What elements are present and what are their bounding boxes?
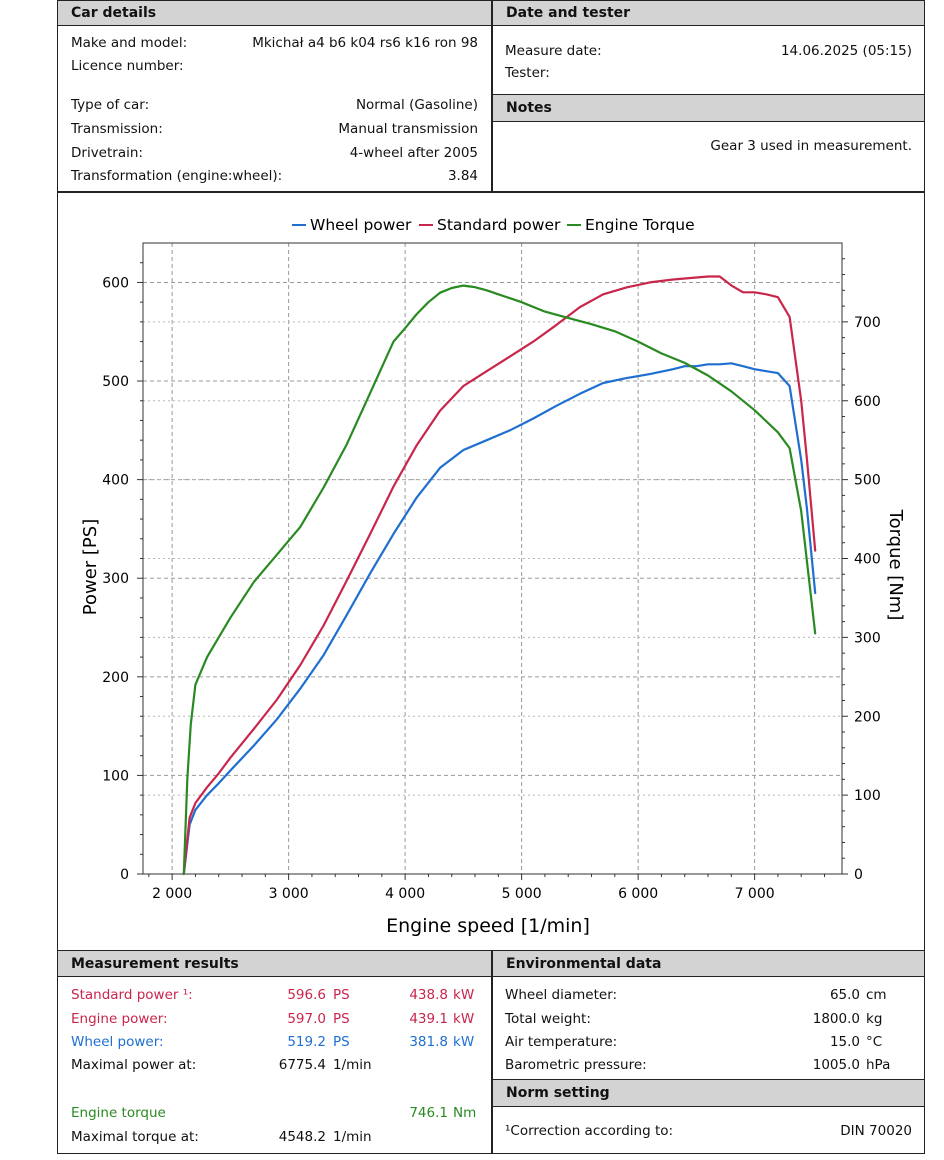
type-label: Type of car: bbox=[71, 97, 150, 113]
norm-header: Norm setting bbox=[493, 1080, 924, 1107]
drivetrain-value: 4-wheel after 2005 bbox=[349, 145, 478, 161]
x-axis-label: Engine speed [1/min] bbox=[386, 915, 590, 937]
y2-tick-label: 100 bbox=[854, 788, 881, 804]
y2-tick-label: 700 bbox=[854, 315, 881, 331]
y2-tick-label: 300 bbox=[854, 630, 881, 646]
wheel-diameter-value: 65.0 bbox=[829, 987, 860, 1003]
y-tick-label: 300 bbox=[102, 571, 129, 587]
y2-tick-label: 0 bbox=[854, 867, 863, 883]
engine-power-kw: 439.1 bbox=[409, 1011, 448, 1027]
x-tick-label: 2 000 bbox=[152, 886, 192, 902]
drivetrain-label: Drivetrain: bbox=[71, 145, 143, 161]
notes-top-line bbox=[492, 94, 925, 96]
x-tick-label: 3 000 bbox=[269, 886, 309, 902]
engine-power-ps: 597.0 bbox=[287, 1011, 326, 1027]
y-axis-label: Power [PS] bbox=[80, 519, 101, 615]
y2-tick-label: 400 bbox=[854, 552, 881, 568]
y2-tick-label: 200 bbox=[854, 709, 881, 725]
engine-torque-label: Engine torque bbox=[71, 1105, 166, 1121]
y-tick-label: 200 bbox=[102, 670, 129, 686]
wheel-power-kw-unit: kW bbox=[453, 1034, 475, 1050]
notes-text: Gear 3 used in measurement. bbox=[710, 138, 912, 154]
norm-top-line bbox=[492, 1079, 925, 1081]
plot-area-border bbox=[142, 242, 843, 875]
air-temperature-label: Air temperature: bbox=[505, 1034, 618, 1050]
make-value: Mkichał a4 b6 k04 rs6 k16 ron 98 bbox=[252, 35, 478, 51]
tester-label: Tester: bbox=[505, 65, 550, 81]
wheel-diameter-label: Wheel diameter: bbox=[505, 987, 618, 1003]
legend-label-standard: Standard power bbox=[437, 216, 561, 234]
date-tester-header: Date and tester bbox=[493, 1, 924, 26]
standard-power-ps-unit: PS bbox=[333, 987, 350, 1003]
transmission-value: Manual transmission bbox=[338, 121, 478, 137]
wheel-diameter-unit: cm bbox=[866, 987, 887, 1003]
wheel-power-line bbox=[182, 362, 817, 876]
max-power-value: 6775.4 bbox=[278, 1057, 326, 1073]
engine-torque-value: 746.1 bbox=[409, 1105, 448, 1121]
max-torque-value: 4548.2 bbox=[278, 1129, 326, 1145]
y2-tick-label: 500 bbox=[854, 473, 881, 489]
max-torque-unit: 1/min bbox=[333, 1129, 372, 1145]
legend-label-torque: Engine Torque bbox=[585, 216, 695, 234]
total-weight-unit: kg bbox=[866, 1011, 883, 1027]
max-power-label: Maximal power at: bbox=[71, 1057, 197, 1073]
y-tick-label: 100 bbox=[102, 768, 129, 784]
barometric-pressure-unit: hPa bbox=[866, 1057, 891, 1073]
engine-power-kw-unit: kW bbox=[453, 1011, 475, 1027]
y2-axis-label: Torque [Nm] bbox=[885, 509, 906, 621]
notes-header: Notes bbox=[493, 95, 924, 122]
environment-header: Environmental data bbox=[493, 951, 924, 977]
make-label: Make and model: bbox=[71, 35, 188, 51]
standard-power-kw: 438.8 bbox=[409, 987, 448, 1003]
y2-tick-label: 600 bbox=[854, 394, 881, 410]
dyno-chart: 2 000 3 000 4 000 5 000 6 000 7 000 0 100 200 300… bbox=[80, 216, 906, 937]
x-tick-label: 6 000 bbox=[618, 886, 658, 902]
max-power-unit: 1/min bbox=[333, 1057, 372, 1073]
transformation-value: 3.84 bbox=[447, 168, 478, 184]
measurement-header: Measurement results bbox=[58, 951, 491, 977]
measure-date-label: Measure date: bbox=[505, 43, 602, 59]
max-torque-label: Maximal torque at: bbox=[71, 1129, 199, 1145]
standard-power-line bbox=[182, 275, 817, 876]
correction-value: DIN 70020 bbox=[840, 1123, 912, 1139]
transmission-label: Transmission: bbox=[71, 121, 163, 137]
x-tick-label: 4 000 bbox=[385, 886, 425, 902]
wheel-power-label: Wheel power: bbox=[71, 1034, 164, 1050]
bottom-divider bbox=[491, 950, 493, 1154]
total-weight-value: 1800.0 bbox=[812, 1011, 860, 1027]
licence-label: Licence number: bbox=[71, 58, 184, 74]
top-divider bbox=[491, 0, 493, 192]
wheel-power-ps: 519.2 bbox=[287, 1034, 326, 1050]
engine-power-label: Engine power: bbox=[71, 1011, 168, 1027]
air-temperature-unit: °C bbox=[866, 1034, 883, 1050]
wheel-power-ps-unit: PS bbox=[333, 1034, 350, 1050]
car-details-header: Car details bbox=[58, 1, 492, 26]
y-tick-label: 500 bbox=[102, 374, 129, 390]
x-tick-label: 7 000 bbox=[735, 886, 775, 902]
barometric-pressure-label: Barometric pressure: bbox=[505, 1057, 647, 1073]
total-weight-label: Total weight: bbox=[505, 1011, 591, 1027]
x-tick-label: 5 000 bbox=[502, 886, 542, 902]
engine-torque-line bbox=[182, 284, 817, 876]
engine-torque-unit: Nm bbox=[453, 1105, 477, 1121]
wheel-power-kw: 381.8 bbox=[409, 1034, 448, 1050]
y-tick-label: 600 bbox=[102, 275, 129, 291]
engine-power-ps-unit: PS bbox=[333, 1011, 350, 1027]
standard-power-kw-unit: kW bbox=[453, 987, 475, 1003]
barometric-pressure-value: 1005.0 bbox=[812, 1057, 860, 1073]
legend-label-wheel: Wheel power bbox=[310, 216, 412, 234]
standard-power-ps: 596.6 bbox=[287, 987, 326, 1003]
transformation-label: Transformation (engine:wheel): bbox=[71, 168, 283, 184]
y-tick-label: 400 bbox=[102, 473, 129, 489]
standard-power-label: Standard power ¹: bbox=[71, 987, 193, 1003]
correction-label: ¹Correction according to: bbox=[505, 1123, 674, 1139]
measure-date-value: 14.06.2025 (05:15) bbox=[780, 43, 912, 59]
air-temperature-value: 15.0 bbox=[829, 1034, 860, 1050]
top-section-bottom-line bbox=[57, 191, 925, 193]
y-tick-label: 0 bbox=[120, 867, 129, 883]
type-value: Normal (Gasoline) bbox=[355, 97, 478, 113]
